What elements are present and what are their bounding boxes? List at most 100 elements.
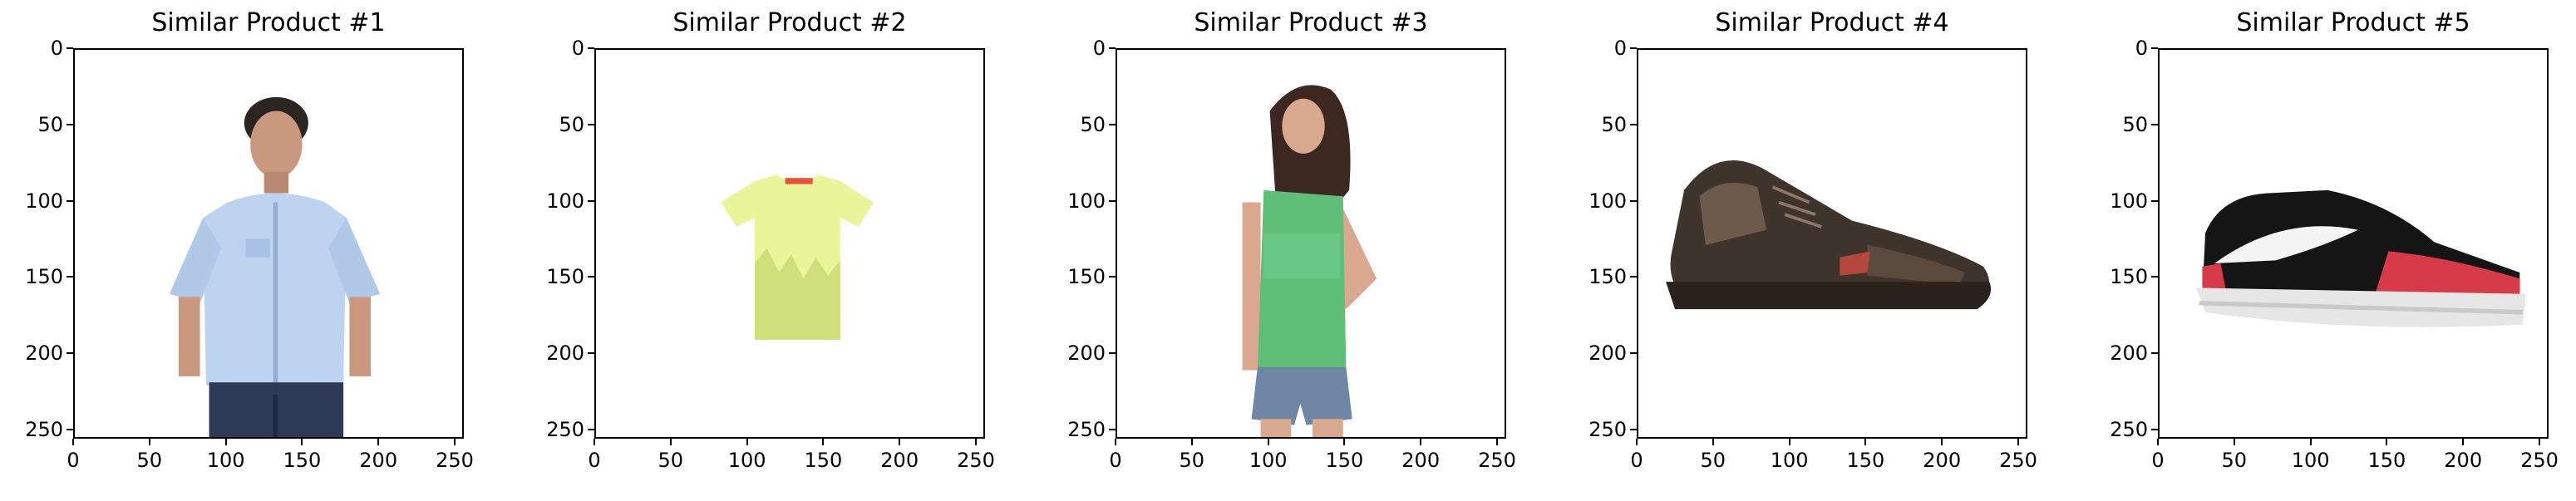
- x-tick-mark: [2309, 439, 2312, 445]
- y-tick-mark: [1109, 276, 1116, 278]
- x-tick-label: 0: [1630, 449, 1643, 472]
- y-tick-label: 200: [1067, 341, 1106, 366]
- product-image-woman-tank-top: [1117, 50, 1505, 437]
- x-tick-label: 100: [1249, 449, 1288, 472]
- y-tick-label: 250: [2110, 417, 2148, 441]
- y-tick-mark: [66, 352, 73, 355]
- subplot-2: Similar Product #2 0 50 100 150 200 250 0 50 100…: [546, 0, 1060, 501]
- y-tick-mark: [588, 123, 594, 125]
- y-tick-mark: [2151, 47, 2158, 49]
- x-tick-label: 100: [1770, 449, 1809, 472]
- product-image-brown-shoe: [1638, 50, 2026, 437]
- y-tick-mark: [1109, 47, 1116, 49]
- y-tick-label: 250: [546, 417, 584, 441]
- product-image-yellow-tshirt: [596, 50, 983, 437]
- x-tick-mark: [746, 439, 748, 445]
- x-tick-mark: [1267, 439, 1269, 445]
- y-tick-label: 100: [2110, 189, 2148, 213]
- x-tick-label: 50: [136, 449, 163, 472]
- y-tick-label: 150: [1588, 265, 1627, 289]
- x-tick-mark: [453, 439, 456, 445]
- x-tick-label: 50: [658, 449, 684, 472]
- y-tick-label: 150: [546, 265, 584, 289]
- x-tick-label: 50: [1700, 449, 1726, 472]
- x-tick-mark: [822, 439, 825, 445]
- y-tick-label: 200: [2110, 341, 2148, 366]
- y-tick-label: 100: [25, 189, 63, 213]
- x-tick-mark: [1636, 439, 1638, 445]
- x-tick-mark: [1190, 439, 1193, 445]
- y-tick-mark: [2151, 276, 2158, 278]
- x-tick-mark: [301, 439, 303, 445]
- subplot-5: Similar Product #5 0 50 100 150 200 250 0 50 100…: [2110, 0, 2576, 501]
- y-tick-label: 50: [2122, 112, 2148, 136]
- x-tick-label: 250: [1999, 449, 2037, 472]
- x-tick-label: 150: [2367, 449, 2406, 472]
- y-tick-mark: [1630, 352, 1637, 355]
- y-tick-mark: [1109, 123, 1116, 125]
- x-tick-label: 50: [1179, 449, 1205, 472]
- x-tick-label: 100: [727, 449, 766, 472]
- x-tick-label: 250: [2520, 449, 2559, 472]
- x-tick-label: 200: [1401, 449, 1441, 472]
- x-tick-label: 250: [436, 449, 474, 472]
- y-tick-label: 0: [50, 37, 63, 60]
- x-tick-mark: [2386, 439, 2388, 445]
- x-tick-mark: [2462, 439, 2465, 445]
- y-tick-label: 150: [25, 265, 63, 289]
- x-tick-label: 200: [2444, 449, 2483, 472]
- x-tick-mark: [1941, 439, 1943, 445]
- image-axes: [1637, 48, 2027, 439]
- y-tick-mark: [588, 352, 594, 355]
- x-tick-mark: [224, 439, 227, 445]
- y-tick-label: 250: [1067, 417, 1106, 441]
- y-tick-label: 0: [1092, 37, 1106, 60]
- product-image-man-shirt: [75, 50, 462, 437]
- x-tick-mark: [148, 439, 150, 445]
- x-tick-mark: [1864, 439, 1867, 445]
- x-tick-mark: [1495, 439, 1498, 445]
- y-tick-mark: [66, 199, 73, 202]
- x-tick-mark: [974, 439, 977, 445]
- subplot-4: Similar Product #4 0 50 100 150 200 250 0 50 100…: [1588, 0, 2102, 501]
- y-tick-mark: [588, 47, 594, 49]
- y-tick-label: 50: [1080, 112, 1106, 136]
- y-tick-mark: [66, 47, 73, 49]
- image-axes: [2158, 48, 2549, 439]
- y-tick-label: 0: [2135, 37, 2148, 60]
- x-tick-label: 50: [2221, 449, 2248, 472]
- y-tick-label: 250: [1588, 417, 1627, 441]
- x-tick-mark: [594, 439, 595, 445]
- x-tick-mark: [1712, 439, 1714, 445]
- y-tick-mark: [66, 123, 73, 125]
- subplot-title: Similar Product #2: [672, 8, 907, 37]
- y-tick-mark: [2151, 123, 2158, 125]
- x-tick-label: 100: [206, 449, 245, 472]
- y-tick-mark: [1630, 428, 1637, 430]
- x-tick-label: 150: [283, 449, 322, 472]
- x-tick-label: 0: [2151, 449, 2165, 472]
- x-tick-label: 250: [1478, 449, 1516, 472]
- subplot-title: Similar Product #5: [2236, 8, 2470, 37]
- x-tick-label: 150: [804, 449, 843, 472]
- x-tick-label: 100: [2291, 449, 2330, 472]
- x-tick-label: 150: [1846, 449, 1885, 472]
- x-tick-mark: [2538, 439, 2540, 445]
- x-tick-label: 250: [957, 449, 995, 472]
- y-tick-mark: [588, 199, 594, 202]
- image-axes: [594, 48, 985, 439]
- y-tick-mark: [1109, 428, 1116, 430]
- y-tick-label: 50: [37, 112, 63, 136]
- x-tick-label: 200: [1923, 449, 1962, 472]
- y-tick-label: 50: [1601, 112, 1627, 136]
- x-tick-mark: [2157, 439, 2159, 445]
- y-tick-mark: [2151, 199, 2158, 202]
- y-tick-label: 200: [546, 341, 584, 366]
- y-tick-mark: [2151, 428, 2158, 430]
- image-axes: [73, 48, 464, 439]
- y-tick-mark: [1630, 123, 1637, 125]
- y-tick-label: 100: [1067, 189, 1106, 213]
- x-tick-mark: [377, 439, 380, 445]
- x-tick-mark: [1343, 439, 1346, 445]
- y-tick-label: 100: [546, 189, 584, 213]
